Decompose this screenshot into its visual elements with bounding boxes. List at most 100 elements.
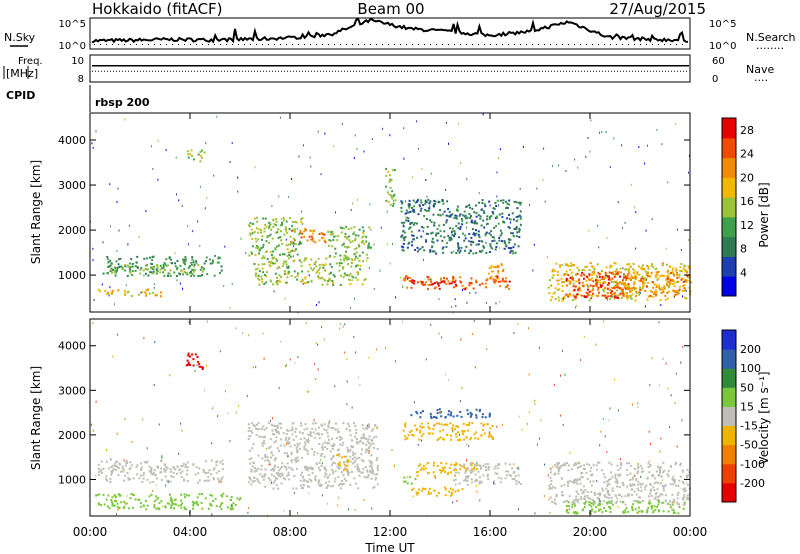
power-cell	[607, 282, 610, 285]
velocity-sparse-cell	[604, 435, 606, 438]
power-cell	[442, 223, 445, 226]
velocity-cell	[412, 434, 415, 437]
velocity-cell	[594, 491, 596, 494]
velocity-cell	[584, 489, 587, 491]
velocity-cell	[346, 459, 349, 461]
power-cell	[666, 292, 669, 294]
power-cell	[560, 277, 563, 280]
power-cell	[330, 231, 333, 233]
date-title: 27/Aug/2015	[609, 0, 706, 18]
power-cell	[309, 229, 312, 232]
velocity-cell	[110, 470, 113, 473]
velocity-cell	[170, 475, 173, 478]
power-cell	[168, 272, 171, 275]
power-sparse-cell	[109, 286, 111, 289]
power-colorbar-tick: 24	[740, 148, 754, 161]
power-cell	[471, 207, 474, 210]
velocity-cell	[647, 506, 650, 509]
power-cell	[256, 247, 259, 249]
velocity-sparse-cell	[280, 340, 282, 343]
power-cell	[621, 292, 624, 295]
velocity-cell	[201, 493, 203, 495]
velocity-cell	[251, 465, 254, 468]
velocity-cell	[219, 461, 222, 464]
velocity-cell	[350, 445, 353, 448]
power-sparse-cell	[638, 146, 640, 148]
velocity-cell	[349, 483, 352, 486]
power-cell	[432, 205, 435, 208]
power-cell	[503, 240, 506, 243]
velocity-cell	[176, 465, 179, 468]
velocity-cell	[686, 498, 688, 501]
power-cell	[186, 272, 188, 275]
power-cell	[671, 271, 674, 274]
velocity-sparse-cell	[116, 432, 118, 435]
velocity-cell	[454, 428, 457, 431]
power-cell	[429, 250, 432, 253]
power-sparse-cell	[288, 196, 290, 198]
power-cell	[673, 274, 675, 276]
velocity-sparse-cell	[271, 481, 272, 484]
velocity-cell	[332, 443, 335, 446]
velocity-cell	[320, 483, 323, 486]
power-cell	[275, 281, 278, 284]
power-cell	[419, 209, 422, 212]
power-cell	[586, 292, 589, 295]
velocity-cell	[195, 500, 198, 503]
velocity-cell	[616, 480, 619, 483]
velocity-cell	[641, 482, 644, 485]
velocity-sparse-cell	[476, 490, 478, 493]
power-cell	[289, 235, 292, 238]
velocity-cell	[419, 416, 422, 419]
power-cell	[631, 293, 634, 296]
velocity-cell	[415, 427, 418, 430]
power-cell	[152, 272, 155, 275]
power-cell	[431, 240, 434, 243]
velocity-cell	[454, 474, 457, 477]
power-cell	[459, 228, 462, 231]
velocity-cell	[575, 479, 578, 482]
velocity-cell	[146, 504, 149, 507]
velocity-cell	[636, 511, 639, 514]
velocity-sparse-cell	[681, 419, 683, 422]
velocity-cell	[321, 425, 324, 428]
power-cell	[489, 277, 492, 280]
velocity-cell	[566, 480, 569, 483]
power-cell	[159, 271, 162, 274]
power-cell	[412, 199, 415, 202]
velocity-cell	[323, 441, 326, 444]
velocity-sparse-cell	[513, 463, 515, 466]
velocity-cell	[166, 467, 169, 469]
velocity-cell	[616, 485, 619, 488]
velocity-cell	[637, 489, 640, 492]
power-cell	[651, 281, 654, 283]
power-cell	[491, 236, 494, 239]
velocity-cell	[249, 478, 252, 481]
power-cell	[561, 297, 564, 300]
power-cell	[485, 231, 488, 234]
velocity-cell	[656, 496, 659, 499]
velocity-cell	[373, 473, 376, 476]
power-sparse-cell	[519, 187, 521, 190]
velocity-cell	[317, 426, 320, 429]
velocity-cell	[515, 480, 518, 482]
power-cell	[682, 284, 685, 287]
power-cell	[261, 278, 263, 281]
velocity-cell	[285, 466, 288, 469]
velocity-sparse-cell	[95, 400, 97, 403]
power-colorbar-tick: 20	[740, 171, 754, 184]
velocity-cell	[166, 502, 169, 505]
velocity-cell	[142, 505, 145, 508]
velocity-sparse-cell	[229, 440, 231, 443]
velocity-cell	[443, 466, 446, 469]
velocity-cell	[507, 470, 510, 473]
beam-title: Beam 00	[357, 0, 424, 18]
power-sparse-cell	[302, 144, 304, 147]
velocity-cell	[332, 445, 335, 448]
power-cell	[502, 202, 505, 204]
velocity-cell	[647, 462, 650, 465]
power-cell	[193, 158, 196, 161]
power-cell	[140, 267, 143, 270]
power-sparse-cell	[175, 156, 177, 159]
power-cell	[344, 254, 347, 257]
